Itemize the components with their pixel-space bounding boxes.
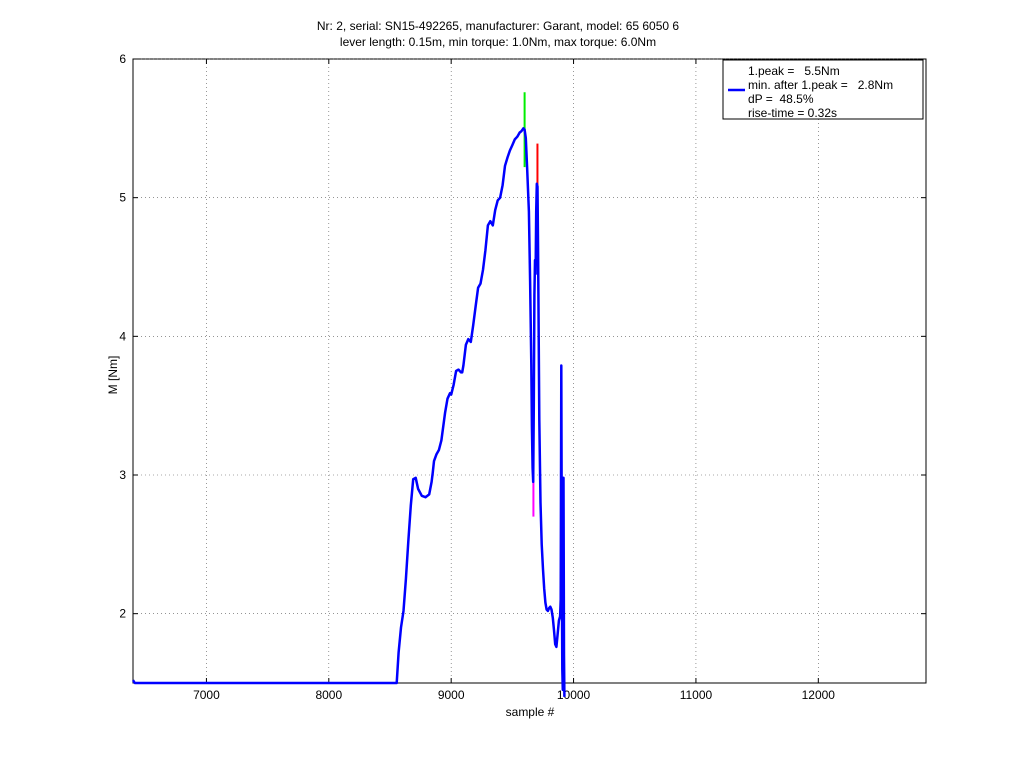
y-tick-label: 5 bbox=[119, 191, 126, 205]
y-tick-label: 3 bbox=[119, 468, 126, 482]
gridlines bbox=[133, 58, 926, 683]
series-group bbox=[131, 127, 566, 697]
axes-box bbox=[132, 58, 927, 684]
legend-line-min: min. after 1.peak = 2.8Nm bbox=[748, 78, 893, 92]
legend-line-dp: dP = 48.5% bbox=[748, 92, 814, 106]
chart-title-line-1: Nr: 2, serial: SN15-492265, manufacturer… bbox=[317, 19, 680, 33]
legend-line-rise-time: rise-time = 0.32s bbox=[748, 106, 837, 120]
legend-line-peak: 1.peak = 5.5Nm bbox=[748, 64, 840, 78]
x-tick-label: 8000 bbox=[315, 688, 342, 702]
series-line-0 bbox=[131, 127, 566, 697]
chart-title-line-2: lever length: 0.15m, min torque: 1.0Nm, … bbox=[340, 35, 656, 49]
x-axis-label: sample # bbox=[506, 705, 555, 719]
legend: 1.peak = 5.5Nm min. after 1.peak = 2.8Nm… bbox=[722, 59, 924, 120]
x-tick-label: 11000 bbox=[680, 688, 713, 702]
x-tick-label: 7000 bbox=[193, 688, 220, 702]
y-tick-label: 4 bbox=[119, 329, 126, 343]
y-tick-label: 6 bbox=[119, 52, 126, 66]
x-tick-label: 12000 bbox=[802, 688, 836, 702]
x-tick-label: 9000 bbox=[438, 688, 465, 702]
legend-box bbox=[722, 59, 924, 120]
y-tick-label: 2 bbox=[119, 607, 126, 621]
y-axis-label: M [Nm] bbox=[106, 356, 120, 395]
